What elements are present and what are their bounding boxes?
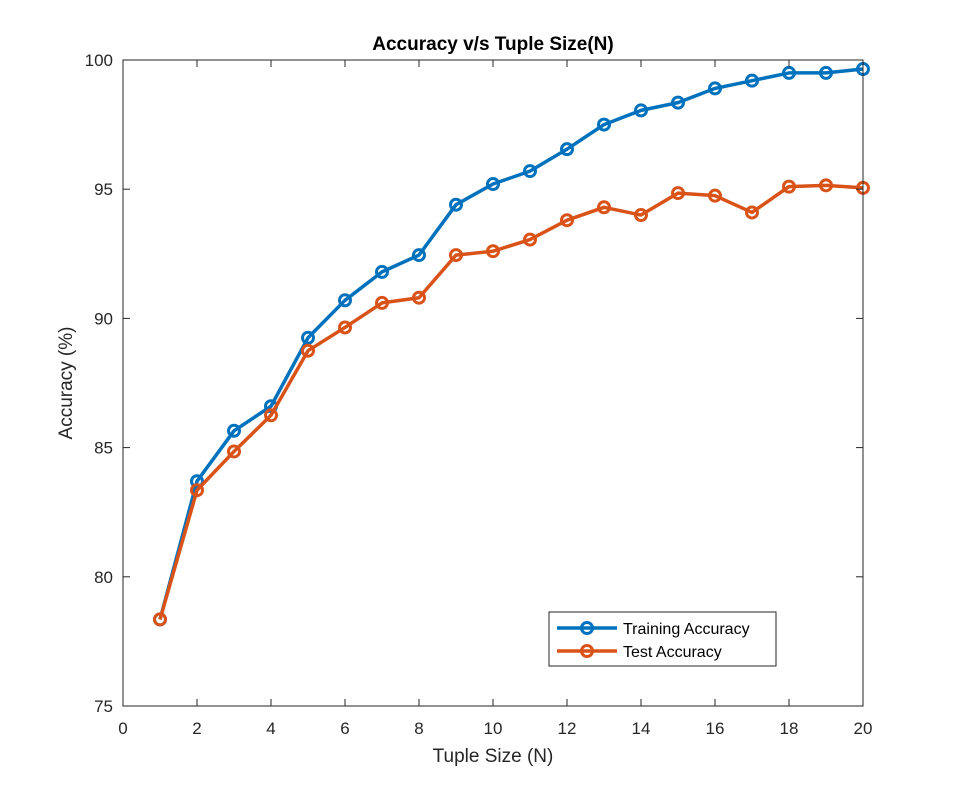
test-accuracy-point (782, 179, 796, 194)
test-accuracy-point (671, 186, 685, 201)
test-accuracy-point (523, 232, 537, 247)
training-accuracy-point (523, 164, 537, 179)
test-accuracy-point (227, 444, 241, 459)
legend-label-training-accuracy: Training Accuracy (623, 621, 750, 638)
training-accuracy-point (227, 423, 241, 438)
test-accuracy-point (560, 213, 574, 228)
x-tick-label: 18 (780, 719, 799, 738)
test-accuracy-point (301, 343, 315, 358)
x-tick-label: 8 (414, 719, 423, 738)
test-accuracy-point (264, 408, 278, 423)
y-tick-label: 100 (85, 51, 113, 70)
training-accuracy-point (708, 81, 722, 96)
training-accuracy-point (412, 248, 426, 263)
test-accuracy-point (634, 208, 648, 223)
training-accuracy-point (301, 330, 315, 345)
y-tick-label: 80 (94, 568, 113, 587)
x-tick-label: 14 (632, 719, 651, 738)
training-accuracy-point (745, 73, 759, 88)
test-accuracy-point (708, 188, 722, 203)
training-accuracy-point (449, 197, 463, 212)
x-tick-label: 10 (484, 719, 503, 738)
x-tick-label: 12 (558, 719, 577, 738)
test-accuracy-point (375, 295, 389, 310)
y-tick-label: 75 (94, 697, 113, 716)
x-tick-label: 6 (340, 719, 349, 738)
training-accuracy-point (375, 264, 389, 279)
y-tick-label: 85 (94, 439, 113, 458)
plot-marks (153, 62, 870, 627)
x-tick-label: 2 (192, 719, 201, 738)
chart-title: Accuracy v/s Tuple Size(N) (372, 34, 613, 55)
training-accuracy-point (671, 95, 685, 110)
test-accuracy-point (153, 612, 167, 627)
legend-label-test-accuracy: Test Accuracy (623, 644, 722, 661)
test-accuracy-point (486, 244, 500, 259)
training-accuracy-point (819, 65, 833, 80)
x-tick-label: 16 (706, 719, 725, 738)
x-tick-label: 20 (854, 719, 873, 738)
test-accuracy-point (449, 248, 463, 263)
training-accuracy-point (597, 117, 611, 132)
training-accuracy-point (782, 65, 796, 80)
test-accuracy-point (597, 200, 611, 215)
y-tick-label: 95 (94, 180, 113, 199)
x-tick-label: 0 (118, 719, 127, 738)
test-accuracy-point (819, 178, 833, 193)
test-accuracy-point (338, 320, 352, 335)
training-accuracy-point (634, 103, 648, 118)
x-tick-label: 4 (266, 719, 275, 738)
legend: Training Accuracy Test Accuracy (548, 611, 777, 667)
training-accuracy-point (338, 293, 352, 308)
axes: 0 2 4 6 8 10 12 14 16 18 20 75 80 85 90 95 100 (85, 51, 873, 738)
legend-marker-training-accuracy (580, 621, 594, 635)
plot-background (123, 60, 863, 706)
y-tick-label: 90 (94, 309, 113, 328)
legend-marker-test-accuracy (580, 644, 594, 658)
x-axis-label: Tuple Size (N) (433, 746, 554, 767)
training-accuracy-point (190, 474, 204, 489)
test-accuracy-point (190, 483, 204, 498)
test-accuracy-point (745, 205, 759, 220)
y-axis-label: Accuracy (%) (56, 327, 77, 440)
training-accuracy-point (486, 177, 500, 192)
training-accuracy-point (560, 142, 574, 157)
test-accuracy-point (412, 290, 426, 305)
